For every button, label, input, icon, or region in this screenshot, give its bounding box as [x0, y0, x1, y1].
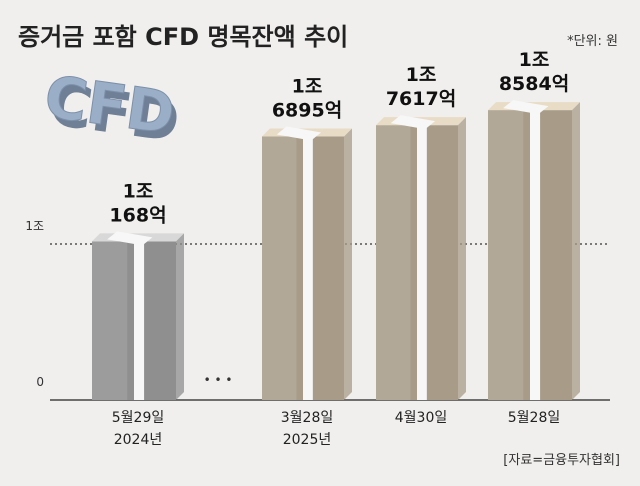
data-label-line1: 1조 [406, 64, 437, 86]
chart-title: 증거금 포함 CFD 명목잔액 추이 [18, 23, 348, 51]
x-tick-label: 3월28일 [281, 410, 333, 426]
unit-note: *단위: 원 [567, 34, 618, 49]
bar-top-band [503, 100, 549, 115]
bars [92, 100, 580, 401]
bar-top-band [390, 115, 436, 130]
x-tick-label: 4월30일 [395, 410, 447, 426]
bar-band [417, 125, 427, 400]
bar-2 [262, 126, 352, 401]
bar-side [572, 102, 580, 400]
data-label-line2: 8584억 [499, 73, 569, 95]
x-tick-label: 5월29일 [112, 410, 164, 426]
bar-side [458, 117, 466, 400]
y-tick-label: 1조 [25, 219, 44, 233]
cfd-logo-icon: CFD CFD [40, 62, 184, 156]
x-tick-label: 2025년 [283, 432, 332, 448]
bar-shade [376, 125, 411, 400]
bar-side [176, 233, 184, 400]
data-label-line2: 6895억 [272, 99, 342, 121]
x-tick-label: 2024년 [114, 432, 163, 448]
data-label-line1: 1조 [519, 49, 550, 71]
bar-4 [488, 100, 580, 400]
bar-side [344, 128, 352, 401]
bar-1 [92, 231, 184, 400]
bar-3 [376, 115, 466, 400]
data-label-line2: 168억 [109, 204, 166, 226]
y-tick-label: 0 [36, 375, 44, 389]
ellipsis-gap: • • • [204, 373, 233, 387]
cfd-logo-face: CFD [40, 62, 179, 147]
data-label-line1: 1조 [123, 180, 154, 202]
x-axis-labels: 5월29일 2024년 3월28일 2025년 4월30일 5월28일 [112, 410, 560, 448]
bar-top-band [107, 231, 153, 246]
bar-band [134, 241, 145, 400]
data-label-line1: 1조 [292, 75, 323, 97]
bar-band [303, 136, 313, 401]
data-label-line2: 7617억 [386, 88, 456, 110]
bar-shade [92, 241, 128, 400]
x-tick-label: 5월28일 [508, 410, 560, 426]
bar-band [530, 110, 541, 400]
source-note: [자료=금융투자협회] [503, 453, 620, 468]
bar-shade [488, 110, 524, 400]
bar-shade [262, 136, 297, 401]
bar-top-band [276, 126, 322, 141]
